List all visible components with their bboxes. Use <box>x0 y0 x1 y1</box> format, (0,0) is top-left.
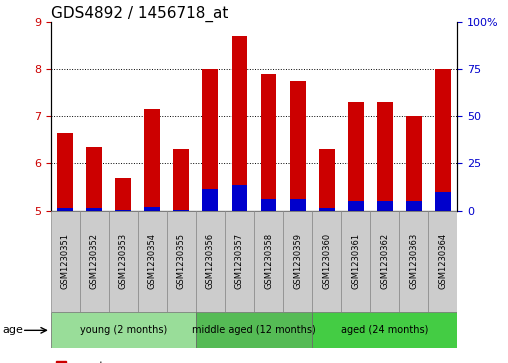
Bar <box>57 208 73 211</box>
Bar <box>341 211 370 312</box>
Text: aged (24 months): aged (24 months) <box>341 325 428 335</box>
Text: GSM1230362: GSM1230362 <box>380 233 389 289</box>
Bar <box>232 184 247 211</box>
Bar <box>290 81 305 199</box>
Text: GSM1230357: GSM1230357 <box>235 233 244 289</box>
Bar <box>80 211 109 312</box>
Bar <box>376 102 393 201</box>
Text: GSM1230358: GSM1230358 <box>264 233 273 289</box>
Bar <box>51 211 80 312</box>
Text: middle aged (12 months): middle aged (12 months) <box>192 325 316 335</box>
Bar <box>347 102 364 201</box>
Bar <box>435 69 451 192</box>
Bar <box>406 116 422 201</box>
Bar <box>51 312 196 348</box>
Bar <box>203 69 218 189</box>
Text: GSM1230359: GSM1230359 <box>293 233 302 289</box>
Text: GSM1230364: GSM1230364 <box>438 233 447 289</box>
Text: GSM1230360: GSM1230360 <box>322 233 331 289</box>
Text: GSM1230363: GSM1230363 <box>409 233 418 289</box>
Bar <box>167 211 196 312</box>
Bar <box>109 211 138 312</box>
Bar <box>138 211 167 312</box>
Bar <box>312 211 341 312</box>
Bar <box>399 211 428 312</box>
Text: GSM1230353: GSM1230353 <box>119 233 128 289</box>
Bar <box>435 192 451 211</box>
Legend: count, percentile rank within the sample: count, percentile rank within the sample <box>56 361 250 363</box>
Bar <box>86 208 102 211</box>
Bar <box>319 208 335 211</box>
Text: GDS4892 / 1456718_at: GDS4892 / 1456718_at <box>51 5 228 22</box>
Bar <box>347 201 364 211</box>
Bar <box>261 74 276 199</box>
Bar <box>196 211 225 312</box>
Text: GSM1230354: GSM1230354 <box>148 233 157 289</box>
Bar <box>428 211 457 312</box>
Text: GSM1230361: GSM1230361 <box>351 233 360 289</box>
Bar <box>86 147 102 208</box>
Bar <box>261 199 276 211</box>
Bar <box>173 209 189 211</box>
Bar <box>115 178 132 209</box>
Bar <box>312 312 457 348</box>
Bar <box>196 312 312 348</box>
Bar <box>225 211 254 312</box>
Text: GSM1230356: GSM1230356 <box>206 233 215 289</box>
Bar <box>144 207 161 211</box>
Bar <box>115 209 132 211</box>
Bar <box>406 201 422 211</box>
Bar <box>370 211 399 312</box>
Bar <box>283 211 312 312</box>
Bar <box>319 149 335 208</box>
Text: GSM1230352: GSM1230352 <box>90 233 99 289</box>
Text: GSM1230351: GSM1230351 <box>61 233 70 289</box>
Text: young (2 months): young (2 months) <box>80 325 167 335</box>
Bar <box>232 36 247 185</box>
Text: age: age <box>3 325 23 335</box>
Bar <box>203 189 218 211</box>
Bar <box>144 109 161 207</box>
Bar <box>254 211 283 312</box>
Bar <box>290 199 305 211</box>
Bar <box>57 132 73 208</box>
Bar <box>173 149 189 209</box>
Text: GSM1230355: GSM1230355 <box>177 233 186 289</box>
Bar <box>376 201 393 211</box>
